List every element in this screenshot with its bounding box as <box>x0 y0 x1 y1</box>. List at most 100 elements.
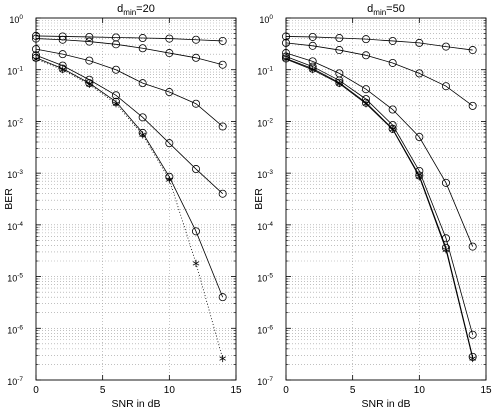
data-point-circle <box>308 41 317 50</box>
y-tick-label: 10-1 <box>257 66 273 77</box>
data-point-circle <box>58 50 67 59</box>
data-point-circle <box>281 32 290 41</box>
data-point-circle <box>468 101 477 110</box>
data-point-circle <box>138 34 147 43</box>
y-tick-base: 10 <box>7 170 17 180</box>
data-point-star <box>282 55 290 63</box>
title-main: d <box>117 3 123 15</box>
x-tick-label: 15 <box>480 385 492 396</box>
y-tick-label: 10-6 <box>7 324 23 335</box>
title-subscript: min <box>373 8 386 17</box>
data-point-star <box>469 354 476 363</box>
grid <box>286 18 486 380</box>
data-point-circle <box>191 227 200 236</box>
series-line <box>285 56 474 335</box>
y-tick-base: 10 <box>9 15 19 25</box>
data-point-star <box>192 259 200 267</box>
y-tick-exponent: -2 <box>267 117 273 124</box>
series-line <box>35 48 223 127</box>
y-axis-label: BER <box>253 188 265 210</box>
data-point-circle <box>138 113 147 122</box>
y-tick-exponent: -5 <box>267 273 273 280</box>
data-point-star <box>309 66 316 74</box>
series-line <box>285 58 474 357</box>
y-tick-base: 10 <box>7 118 17 128</box>
data-point-circle <box>165 49 174 58</box>
data-point-circle <box>415 132 424 141</box>
y-axis-label: BER <box>3 188 15 210</box>
y-tick-label: 10-7 <box>257 376 273 387</box>
data-point-star <box>219 354 226 363</box>
y-tick-base: 10 <box>257 274 267 284</box>
x-tick-label: 10 <box>164 385 176 396</box>
chart-title: dmin=50 <box>367 3 405 17</box>
x-tick-label: 0 <box>283 385 289 396</box>
y-tick-label: 10-2 <box>257 117 273 128</box>
series-2 <box>281 38 477 110</box>
y-tick-exponent: -1 <box>17 66 23 73</box>
y-tick-base: 10 <box>257 67 267 77</box>
y-tick-base: 10 <box>7 377 17 387</box>
data-point-star <box>416 173 423 181</box>
data-point-circle <box>335 34 344 43</box>
y-tick-label: 10-5 <box>257 273 273 284</box>
data-point-circle <box>415 38 424 47</box>
data-point-circle <box>361 35 370 44</box>
y-tick-label: 10-2 <box>7 117 23 128</box>
series-3 <box>281 49 477 251</box>
y-tick-exponent: 0 <box>19 14 23 21</box>
y-tick-exponent: -2 <box>17 117 23 124</box>
data-point-star <box>112 100 120 108</box>
series-line <box>285 42 473 107</box>
series-5 <box>281 54 477 361</box>
y-tick-exponent: -5 <box>17 273 23 280</box>
x-axis-label: SNR in dB <box>361 398 410 409</box>
y-tick-exponent: -4 <box>267 221 273 228</box>
data-point-circle <box>361 85 370 94</box>
data-point-circle <box>112 91 121 100</box>
data-point-circle <box>388 58 397 67</box>
x-axis-label: SNR in dB <box>111 398 160 409</box>
data-point-circle <box>441 42 450 51</box>
series-line <box>35 58 224 359</box>
data-point-circle <box>468 46 477 55</box>
y-tick-label: 100 <box>9 14 23 25</box>
data-point-circle <box>191 53 200 62</box>
chart-title: dmin=20 <box>117 3 155 17</box>
data-point-circle <box>191 99 200 108</box>
data-point-circle <box>138 79 147 88</box>
y-tick-exponent: -7 <box>17 376 23 383</box>
y-tick-label: 10-7 <box>7 376 23 387</box>
data-point-star <box>59 66 66 74</box>
data-point-circle <box>281 38 290 47</box>
series-6 <box>32 55 226 363</box>
y-tick-label: 10-3 <box>7 169 23 180</box>
series-line <box>285 36 473 51</box>
data-point-circle <box>58 35 67 44</box>
data-point-circle <box>165 34 174 43</box>
data-point-circle <box>218 60 227 69</box>
data-point-circle <box>468 330 477 339</box>
series-6 <box>282 55 476 363</box>
series-2 <box>32 34 227 69</box>
grid <box>36 18 236 380</box>
y-tick-base: 10 <box>259 15 269 25</box>
data-point-circle <box>165 139 174 148</box>
data-point-circle <box>218 122 227 131</box>
series-line <box>285 52 474 247</box>
y-tick-label: 10-6 <box>257 324 273 335</box>
y-tick-exponent: -6 <box>17 324 23 331</box>
data-point-circle <box>415 69 424 78</box>
plot-frame <box>285 17 487 381</box>
y-tick-exponent: 0 <box>269 14 273 21</box>
data-point-circle <box>218 36 227 45</box>
series-3 <box>32 45 227 131</box>
data-point-circle <box>32 31 41 40</box>
y-tick-base: 10 <box>7 222 17 232</box>
data-point-circle <box>441 178 450 187</box>
data-point-circle <box>308 32 317 41</box>
data-point-circle <box>112 65 121 74</box>
